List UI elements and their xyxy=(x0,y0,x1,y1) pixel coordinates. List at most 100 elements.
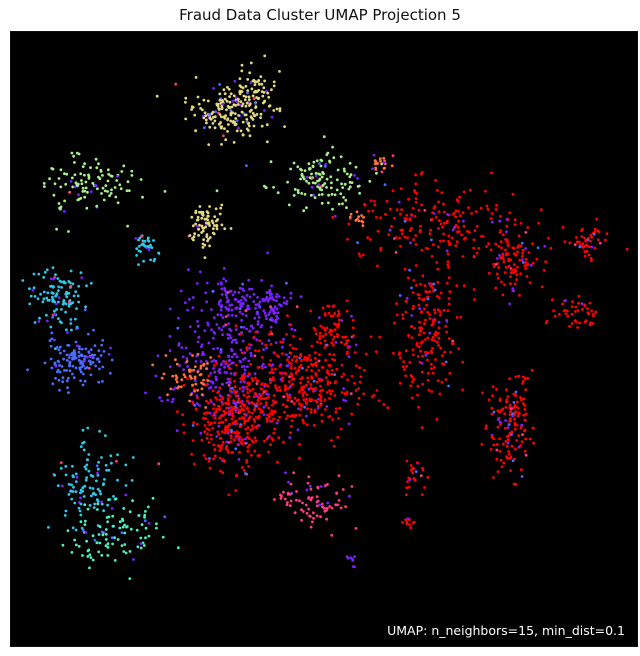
scatter-point xyxy=(455,198,459,202)
scatter-point xyxy=(405,349,408,353)
scatter-point xyxy=(253,436,257,440)
scatter-point xyxy=(299,408,303,411)
scatter-point xyxy=(590,259,593,263)
scatter-point xyxy=(144,526,148,530)
scatter-point xyxy=(254,349,257,352)
scatter-point xyxy=(314,374,318,377)
scatter-point xyxy=(577,294,581,298)
scatter-point xyxy=(526,262,530,266)
scatter-point xyxy=(229,119,233,123)
scatter-point xyxy=(223,116,227,120)
scatter-point xyxy=(510,407,513,411)
scatter-point xyxy=(86,507,90,511)
scatter-point xyxy=(32,272,36,276)
scatter-point xyxy=(64,473,68,477)
scatter-point xyxy=(509,455,513,459)
scatter-point xyxy=(317,179,321,182)
scatter-point xyxy=(253,316,257,320)
scatter-point xyxy=(265,401,268,404)
scatter-point xyxy=(95,204,99,208)
scatter-point xyxy=(266,396,270,399)
scatter-point xyxy=(112,495,115,498)
scatter-point xyxy=(308,484,312,488)
scatter-point xyxy=(28,287,31,291)
scatter-point xyxy=(238,286,242,290)
scatter-point xyxy=(268,296,272,300)
scatter-point xyxy=(233,391,237,395)
scatter-point xyxy=(434,179,437,182)
scatter-point xyxy=(233,385,237,389)
scatter-point xyxy=(587,253,591,257)
scatter-point xyxy=(265,140,269,144)
scatter-point xyxy=(120,544,124,547)
scatter-point xyxy=(228,381,232,385)
scatter-point xyxy=(416,384,420,388)
scatter-point xyxy=(446,309,450,312)
scatter-point xyxy=(42,182,46,185)
scatter-point xyxy=(152,239,155,242)
scatter-point xyxy=(196,396,200,400)
scatter-point xyxy=(213,403,216,407)
scatter-point xyxy=(417,303,421,307)
scatter-point xyxy=(57,317,60,320)
scatter-point xyxy=(259,402,263,405)
scatter-point xyxy=(230,340,234,344)
scatter-point xyxy=(492,262,495,266)
scatter-point xyxy=(403,267,407,271)
scatter-point xyxy=(69,353,73,357)
scatter-point xyxy=(411,521,415,525)
scatter-point xyxy=(54,302,58,306)
scatter-point xyxy=(392,351,395,355)
scatter-point xyxy=(170,400,174,404)
scatter-point xyxy=(376,264,379,268)
scatter-point xyxy=(564,299,567,302)
scatter-point xyxy=(552,309,555,313)
scatter-point xyxy=(273,427,277,431)
scatter-point xyxy=(285,392,289,396)
scatter-point xyxy=(239,299,243,302)
scatter-point xyxy=(404,493,408,496)
scatter-point xyxy=(337,499,341,502)
scatter-point xyxy=(223,127,226,130)
scatter-point xyxy=(26,368,29,372)
scatter-point xyxy=(137,263,140,266)
scatter-point xyxy=(93,344,97,348)
scatter-point xyxy=(149,243,152,247)
scatter-point xyxy=(437,200,440,204)
scatter-point xyxy=(86,555,90,558)
scatter-point xyxy=(100,456,103,459)
scatter-point xyxy=(266,91,270,95)
scatter-point xyxy=(45,319,49,323)
scatter-point xyxy=(248,437,251,440)
scatter-point xyxy=(89,360,92,364)
scatter-point xyxy=(226,117,230,121)
scatter-point xyxy=(88,553,92,557)
scatter-point xyxy=(110,461,113,465)
scatter-point xyxy=(549,246,553,250)
scatter-point xyxy=(414,173,417,177)
scatter-point xyxy=(443,210,446,214)
scatter-point xyxy=(524,437,527,441)
scatter-point xyxy=(258,453,261,457)
scatter-point xyxy=(91,181,95,185)
scatter-point xyxy=(94,364,97,368)
scatter-point xyxy=(256,80,260,83)
scatter-point xyxy=(330,389,334,393)
scatter-point xyxy=(59,185,63,189)
scatter-point xyxy=(292,377,296,381)
scatter-point xyxy=(252,114,256,117)
scatter-point xyxy=(260,82,264,86)
scatter-point xyxy=(245,385,248,389)
scatter-point xyxy=(81,528,85,532)
scatter-point xyxy=(329,186,333,190)
scatter-point xyxy=(403,219,407,223)
scatter-point xyxy=(329,392,332,396)
scatter-point xyxy=(71,185,75,189)
scatter-point xyxy=(238,310,242,314)
scatter-point xyxy=(432,206,436,210)
scatter-point xyxy=(221,102,225,106)
scatter-point xyxy=(529,264,533,267)
scatter-point xyxy=(209,385,213,389)
scatter-point xyxy=(215,189,219,193)
scatter-point xyxy=(64,509,68,513)
